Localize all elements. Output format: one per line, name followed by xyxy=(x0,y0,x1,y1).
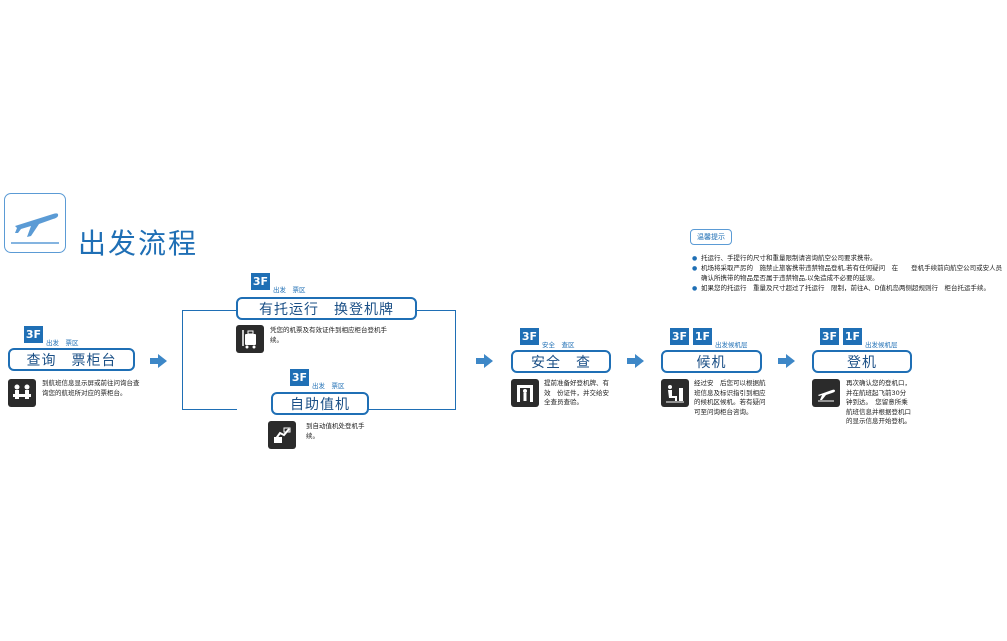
tip-item: 如果您的托运行 重量及尺寸超过了托运行 限制，前往A、D值机岛两侧超规则行 柜台… xyxy=(692,284,1004,294)
area-label: 出发 票区 xyxy=(46,339,79,347)
security-gate-icon xyxy=(511,379,539,407)
step-waiting-desc: 经过安 后您可以根据航班信息及标识指引到相应的候机区候机。若有疑问可至问询柜台咨… xyxy=(694,379,766,416)
floor-badge: 1F xyxy=(693,328,712,345)
tip-item: 机场将采取严厉的 施禁止旅客携带违禁物品登机,若有任何疑问 在 登机手续前向航空… xyxy=(692,264,1004,283)
luggage-cart-icon xyxy=(236,325,264,353)
step-inquiry: 查询 票柜台 xyxy=(8,348,135,371)
floor-badge: 3F xyxy=(820,328,839,345)
floor-badge: 1F xyxy=(843,328,862,345)
self-checkin-kiosk-icon xyxy=(268,421,296,449)
area-label: 安全 查区 xyxy=(542,341,575,349)
branch-connector-right xyxy=(368,310,456,410)
departure-plane-icon xyxy=(11,213,59,244)
step-checked-baggage: 有托运行 换登机牌 xyxy=(236,297,417,320)
area-label: 出发候机层 xyxy=(715,341,748,349)
arrow-right-icon xyxy=(778,354,795,368)
floor-badge: 3F xyxy=(24,326,43,343)
information-desk-icon xyxy=(8,379,36,407)
step-security: 安全 查 xyxy=(511,350,611,373)
departure-title-icon xyxy=(4,193,66,253)
step-boarding-desc: 再次确认您的登机口，并在航班起飞前30分钟到达。 您留意所乘航班信息并根据登机口… xyxy=(846,379,911,425)
tips-badge: 温馨提示 xyxy=(690,229,732,245)
area-label: 出发 票区 xyxy=(312,382,345,390)
step-self-checkin: 自助值机 xyxy=(271,392,369,415)
waiting-lounge-icon xyxy=(661,379,689,407)
step-self-desc: 到自动值机处登机手续。 xyxy=(306,422,365,440)
step-boarding: 登机 xyxy=(812,350,912,373)
floor-badge: 3F xyxy=(670,328,689,345)
floor-badge: 3F xyxy=(520,328,539,345)
arrow-right-icon xyxy=(476,354,493,368)
arrow-right-icon xyxy=(150,354,167,368)
area-label: 出发候机层 xyxy=(865,341,898,349)
tips-list: 托运行、手提行的尺寸和重量限制请咨询航空公司要求携带。 机场将采取严厉的 施禁止… xyxy=(692,254,1004,294)
boarding-plane-icon xyxy=(812,379,840,407)
step-waiting: 候机 xyxy=(661,350,762,373)
step-security-desc: 提前准备好登机牌、有效 份证件，并交给安全查员查验。 xyxy=(544,379,609,406)
area-label: 出发 票区 xyxy=(273,286,306,294)
branch-connector-left xyxy=(182,310,237,410)
step-checked-desc: 凭您的机票及有效证件到相应柜台登机手续。 xyxy=(270,326,387,344)
arrow-right-icon xyxy=(627,354,644,368)
floor-badge: 3F xyxy=(251,273,270,290)
floor-badge: 3F xyxy=(290,369,309,386)
page-title: 出发流程 xyxy=(78,227,199,260)
tip-item: 托运行、手提行的尺寸和重量限制请咨询航空公司要求携带。 xyxy=(692,254,1004,264)
step-inquiry-desc: 到航班信息显示屏或前往问询台查询您的航班所对应的票柜台。 xyxy=(42,379,140,397)
